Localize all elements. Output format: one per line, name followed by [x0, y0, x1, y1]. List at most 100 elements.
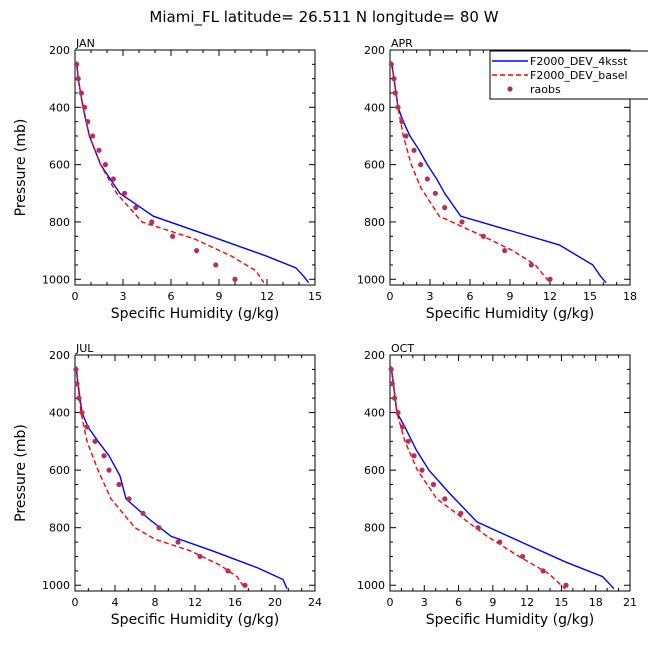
- raobs-point: [133, 205, 139, 211]
- x-tick-label: 16: [228, 596, 242, 609]
- y-tick-label: 1000: [42, 273, 70, 286]
- raobs-point: [480, 233, 486, 239]
- raobs-point: [391, 76, 397, 82]
- y-tick-label: 600: [364, 159, 385, 172]
- x-tick-label: 12: [543, 290, 557, 303]
- x-tick-label: 3: [427, 290, 434, 303]
- y-tick-label: 1000: [357, 579, 385, 592]
- y-tick-label: 200: [49, 349, 70, 362]
- x-tick-label: 3: [120, 290, 127, 303]
- raobs-point: [442, 205, 448, 211]
- x-axis-label: Specific Humidity (g/kg): [111, 306, 279, 322]
- legend-label: raobs: [530, 83, 561, 96]
- series-line-4ksst: [75, 61, 310, 284]
- raobs-point: [519, 553, 526, 560]
- raobs-point: [96, 147, 102, 153]
- raobs-point: [126, 496, 132, 502]
- raobs-point: [149, 219, 155, 225]
- raobs-point: [78, 90, 84, 96]
- x-tick-label: 12: [188, 596, 202, 609]
- raobs-point: [79, 409, 85, 416]
- raobs-point: [116, 481, 122, 488]
- plot-frame: [74, 49, 316, 286]
- x-tick-label: 3: [421, 596, 428, 609]
- chart-panel-oct: 0 3 6 9 12 15 18 21 200 400 600 800 1000 OCT Specific …: [357, 342, 637, 628]
- raobs-point: [392, 90, 398, 96]
- y-tick-label: 200: [364, 44, 385, 57]
- y-tick-label: 800: [49, 522, 70, 535]
- raobs-point: [156, 525, 162, 531]
- x-tick-label: 18: [589, 596, 603, 609]
- y-tick-label: 600: [49, 464, 70, 477]
- raobs-point: [458, 510, 464, 516]
- raobs-point: [101, 453, 107, 459]
- x-tick-label: 4: [112, 596, 119, 609]
- x-tick-label: 9: [216, 290, 223, 303]
- raobs-point: [213, 262, 219, 268]
- raobs-point: [75, 76, 81, 82]
- x-tick-label: 9: [489, 596, 496, 609]
- raobs-point: [74, 381, 80, 387]
- raobs-point: [388, 366, 394, 372]
- chart-panel-apr: 0 3 6 9 12 15 18 200 400 600 800 1000 APR Specific Hu…: [357, 37, 637, 322]
- y-tick-label: 400: [364, 101, 385, 114]
- x-axis-label: Specific Humidity (g/kg): [111, 612, 279, 628]
- y-tick-label: 800: [364, 522, 385, 535]
- panel-label: OCT: [391, 342, 414, 355]
- plot-frame: [74, 354, 316, 592]
- y-tick-label: 200: [49, 44, 70, 57]
- raobs-point: [497, 539, 503, 545]
- raobs-point: [563, 582, 569, 588]
- raobs-point: [403, 133, 409, 139]
- plot-frame: [389, 354, 631, 592]
- y-tick-label: 400: [49, 407, 70, 420]
- raobs-point: [106, 467, 112, 473]
- series-line-basel: [390, 61, 551, 284]
- raobs-point: [194, 248, 200, 254]
- raobs-point: [442, 496, 448, 502]
- x-tick-label: 8: [152, 596, 159, 609]
- raobs-point: [74, 61, 80, 67]
- x-tick-label: 12: [260, 290, 274, 303]
- x-tick-label: 24: [308, 596, 322, 609]
- x-tick-label: 15: [583, 290, 597, 303]
- raobs-point: [459, 219, 465, 225]
- legend-marker-raobs: [507, 86, 513, 92]
- raobs-point: [424, 176, 430, 182]
- raobs-point: [388, 61, 394, 67]
- raobs-point: [411, 453, 417, 459]
- series-line-basel: [75, 366, 246, 590]
- y-tick-label: 200: [364, 349, 385, 362]
- panel-label: JUL: [75, 342, 94, 355]
- raobs-point: [395, 104, 401, 110]
- raobs-point: [430, 481, 437, 488]
- series-line-basel: [75, 61, 265, 284]
- x-tick-label: 18: [623, 290, 637, 303]
- chart-panel-jul: 0 4 8 12 16 20 24 200 400 600 800 1000 JUL Specific H…: [13, 342, 322, 628]
- raobs-point: [399, 424, 406, 430]
- y-axis-label: Pressure (mb): [13, 424, 29, 522]
- panel-label: APR: [391, 37, 413, 50]
- y-tick-label: 1000: [357, 273, 385, 286]
- raobs-point: [547, 276, 553, 282]
- raobs-point: [140, 510, 146, 516]
- raobs-point: [475, 525, 481, 531]
- x-tick-label: 12: [520, 596, 534, 609]
- raobs-point: [395, 409, 401, 416]
- raobs-point: [528, 262, 534, 268]
- raobs-point: [502, 248, 508, 254]
- raobs-point: [175, 539, 181, 545]
- y-tick-label: 1000: [42, 579, 70, 592]
- x-axis-label: Specific Humidity (g/kg): [426, 612, 594, 628]
- y-axis-label: Pressure (mb): [13, 119, 29, 217]
- raobs-point: [92, 438, 98, 444]
- y-tick-label: 800: [364, 216, 385, 229]
- x-tick-label: 0: [72, 596, 79, 609]
- raobs-point: [82, 104, 88, 110]
- legend-label: F2000_DEV_4ksst: [530, 55, 628, 68]
- raobs-point: [389, 381, 395, 387]
- x-tick-label: 0: [72, 290, 79, 303]
- figure-title: Miami_FL latitude= 26.511 N longitude= 8…: [149, 8, 498, 27]
